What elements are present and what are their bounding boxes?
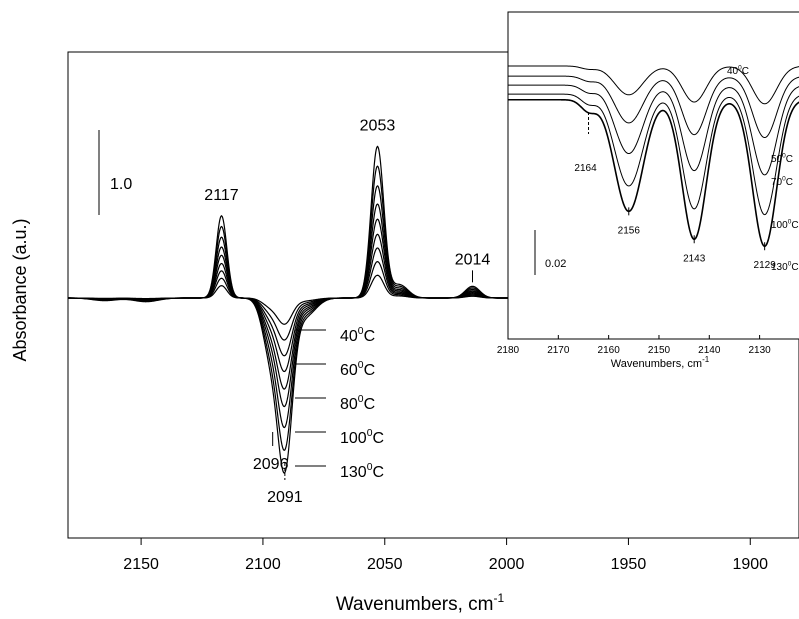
main-x-tick-label: 1950 bbox=[611, 556, 647, 573]
main-series-label: 400C bbox=[340, 326, 375, 345]
main-x-tick-label: 2100 bbox=[245, 556, 281, 573]
inset-series-label: 500C bbox=[771, 153, 793, 166]
inset-series-label: 400C bbox=[727, 65, 749, 78]
main-series-label: 1000C bbox=[340, 428, 384, 447]
inset-x-axis-label: Wavenumbers, cm-1 bbox=[611, 355, 710, 370]
main-series-label: 800C bbox=[340, 394, 375, 413]
main-peak-label: 2096 bbox=[253, 456, 289, 473]
inset-x-tick-label: 2130 bbox=[748, 345, 771, 356]
inset-x-tick-label: 2180 bbox=[497, 345, 520, 356]
inset-plot-frame bbox=[508, 12, 799, 339]
inset-scale-bar-label: 0.02 bbox=[545, 258, 566, 270]
main-peak-label: 2053 bbox=[360, 117, 396, 134]
inset-x-tick-label: 2150 bbox=[648, 345, 671, 356]
main-x-tick-label: 2050 bbox=[367, 556, 403, 573]
inset-x-tick-label: 2170 bbox=[547, 345, 570, 356]
main-x-tick-label: 1900 bbox=[732, 556, 768, 573]
main-x-axis-label: Wavenumbers, cm-1 bbox=[336, 591, 505, 615]
main-y-axis-label: Absorbance (a.u.) bbox=[10, 218, 30, 361]
main-scale-bar-label: 1.0 bbox=[110, 176, 132, 193]
main-peak-label: 2014 bbox=[455, 251, 491, 268]
main-x-tick-label: 2150 bbox=[123, 556, 159, 573]
inset-series-label: 700C bbox=[771, 176, 793, 189]
main-series-label: 1300C bbox=[340, 462, 384, 481]
inset-series-label: 1300C bbox=[771, 261, 799, 274]
inset-spectrum-chart: 2180217021602150214021302120 21642156214… bbox=[497, 12, 799, 370]
main-peak-label: 2091 bbox=[267, 489, 303, 506]
main-series-label: 600C bbox=[340, 360, 375, 379]
inset-x-tick-label: 2160 bbox=[598, 345, 621, 356]
inset-peak-label: 2156 bbox=[618, 225, 641, 236]
main-peak-label: 2117 bbox=[204, 187, 239, 204]
inset-series-label: 1000C bbox=[771, 219, 799, 232]
main-x-ticks: 2150 2100 2050 2000 1950 1900 bbox=[123, 538, 768, 573]
main-x-tick-label: 2000 bbox=[489, 556, 525, 573]
inset-peak-label: 2143 bbox=[683, 253, 706, 264]
inset-peak-label: 2164 bbox=[574, 163, 597, 174]
